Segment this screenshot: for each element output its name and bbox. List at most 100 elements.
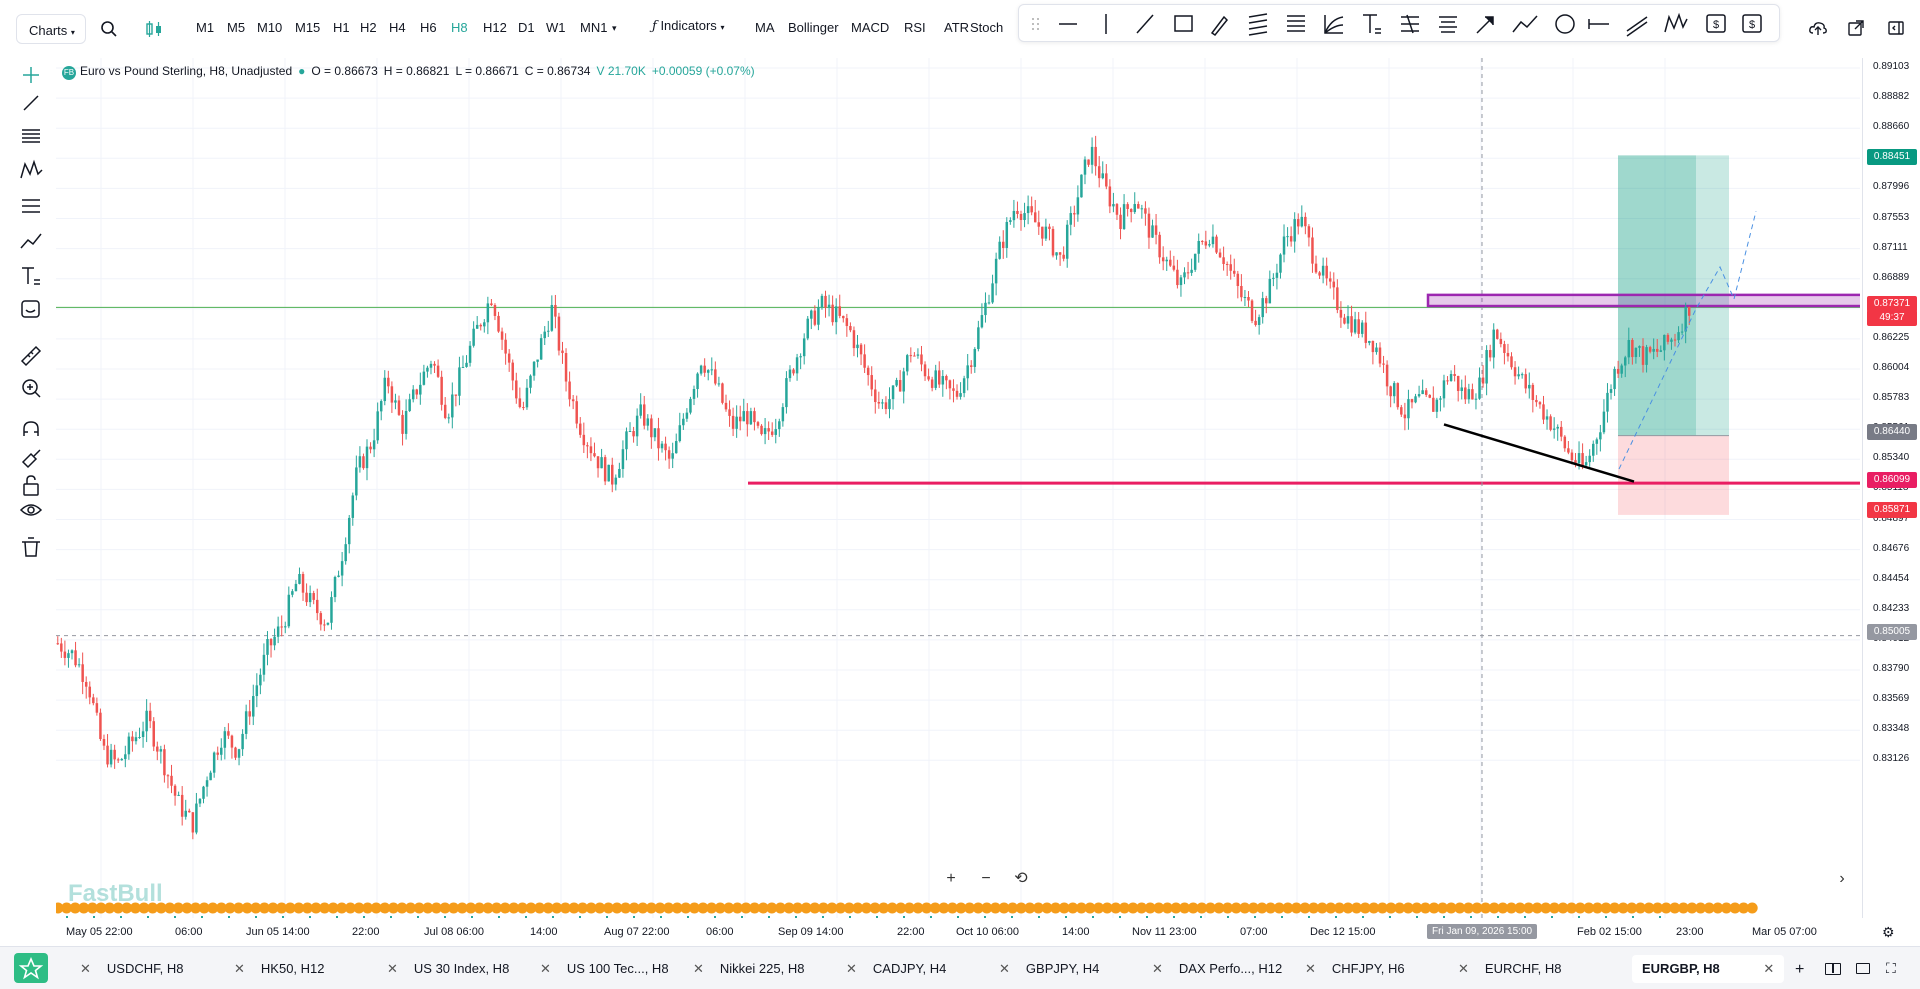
collapse-panel-icon[interactable] (1886, 18, 1906, 38)
settings-gear-icon[interactable]: ⚙ (1882, 924, 1895, 940)
indicator-rsi[interactable]: RSI (904, 20, 926, 35)
candle-body (1140, 208, 1144, 210)
symbol-title[interactable]: Euro vs Pound Sterling, H8, Unadjusted (80, 64, 293, 78)
timeframe-m5[interactable]: M5 (227, 20, 246, 35)
zoom-in-icon[interactable] (22, 379, 41, 398)
scroll-right-icon[interactable]: › (1839, 870, 1845, 887)
candle-body (1428, 394, 1431, 398)
close-tab-icon[interactable]: ✕ (540, 961, 551, 976)
channel-icon[interactable] (22, 199, 40, 213)
close-tab-icon[interactable]: ✕ (846, 961, 857, 976)
close-tab-icon[interactable]: ✕ (234, 961, 245, 976)
close-tab-icon[interactable]: ✕ (693, 961, 704, 976)
zoom-in-button[interactable]: + (946, 870, 956, 887)
price-axis[interactable]: 0.891030.888820.886600.882170.879960.875… (1862, 58, 1920, 918)
candle-body (678, 425, 682, 442)
drawing-tools-icons[interactable]: $ $ (1019, 5, 1781, 43)
timeframe-m1[interactable]: M1 (196, 20, 215, 35)
event-marker-icon (465, 902, 477, 914)
trash-icon[interactable] (22, 537, 40, 557)
timeframe-h2[interactable]: H2 (360, 20, 377, 35)
magnet-icon[interactable] (23, 421, 39, 436)
candle-body (564, 353, 568, 382)
close-tab-icon[interactable]: ✕ (80, 961, 91, 976)
chevron-down-icon: ▾ (70, 28, 75, 37)
indicator-macd[interactable]: MACD (851, 20, 890, 35)
cloud-upload-icon[interactable] (1808, 18, 1828, 38)
event-marker-icon (1402, 902, 1414, 914)
event-marker-icon (783, 902, 795, 914)
share-icon[interactable] (1846, 18, 1866, 38)
horizontal-lines-icon[interactable] (22, 129, 40, 143)
candle-body (237, 749, 241, 758)
more-timeframes-chevron-icon[interactable]: ▾ (612, 23, 617, 33)
emoji-icon[interactable] (21, 300, 40, 318)
trend-line-icon[interactable] (23, 95, 39, 111)
symbol-tab[interactable]: ✕ EURCHF, H8 (1458, 955, 1561, 983)
crosshair-icon[interactable] (23, 67, 39, 83)
timeframe-h8[interactable]: H8 (451, 20, 468, 35)
event-marker-icon (1273, 902, 1285, 914)
zoom-out-button[interactable]: − (981, 870, 991, 887)
indicator-atr[interactable]: ATR (944, 20, 970, 35)
forecast-icon[interactable] (20, 233, 42, 249)
symbol-tab[interactable]: ✕ CADJPY, H4 (846, 955, 946, 983)
symbol-tab[interactable]: ✕ USDCHF, H8 (80, 955, 183, 983)
text-icon[interactable] (22, 267, 40, 285)
timeframe-w1[interactable]: W1 (546, 20, 566, 35)
symbol-tab[interactable]: ✕ US 30 Index, H8 (387, 955, 509, 983)
event-marker-icon (327, 902, 339, 914)
close-tab-icon[interactable]: ✕ (1458, 961, 1469, 976)
candle-body (692, 389, 696, 399)
timeframe-h1[interactable]: H1 (333, 20, 350, 35)
candle-type-icon[interactable] (144, 19, 164, 39)
reset-icon[interactable]: ⟲ (1014, 870, 1028, 887)
symbol-tab[interactable]: ✕ HK50, H12 (234, 955, 325, 983)
candle-body (1311, 237, 1314, 264)
paint-brush-icon[interactable] (21, 449, 41, 469)
close-tab-icon[interactable]: ✕ (1305, 961, 1316, 976)
candle-body (1652, 348, 1655, 352)
symbol-tab[interactable]: ✕ Nikkei 225, H8 (693, 955, 804, 983)
close-tab-icon[interactable]: ✕ (387, 961, 398, 976)
timeframe-m15[interactable]: M15 (295, 20, 321, 35)
candle-body (347, 517, 351, 545)
indicator-ma[interactable]: MA (755, 20, 775, 35)
timeframe-m10[interactable]: M10 (257, 20, 283, 35)
indicators-button[interactable]: ƒ Indicators ▾ (652, 18, 724, 34)
timeframe-mn1[interactable]: MN1 (580, 20, 608, 35)
charts-menu-button[interactable]: Charts ▾ (16, 14, 86, 44)
price-chart[interactable] (52, 58, 1910, 918)
layout-split-icon[interactable] (1825, 963, 1841, 975)
timeframe-h6[interactable]: H6 (420, 20, 437, 35)
symbol-tab[interactable]: ✕ US 100 Tec..., H8 (540, 955, 669, 983)
event-marker-icon (516, 902, 528, 914)
add-tab-icon[interactable]: + (1795, 961, 1805, 978)
indicator-bollinger[interactable]: Bollinger (788, 20, 839, 35)
candle-body (1325, 265, 1328, 279)
event-marker-icon (1161, 902, 1173, 914)
chart-canvas[interactable] (52, 58, 1910, 918)
candle-body (84, 681, 88, 687)
timeframe-h12[interactable]: H12 (483, 20, 507, 35)
close-tab-icon[interactable]: ✕ (1152, 961, 1163, 976)
window-icon[interactable] (1856, 963, 1870, 974)
indicator-stoch[interactable]: Stoch (970, 20, 1004, 35)
eye-icon[interactable] (19, 504, 43, 516)
ruler-icon[interactable] (20, 345, 42, 367)
symbol-tab[interactable]: ✕ CHFJPY, H6 (1305, 955, 1405, 983)
search-icon[interactable] (100, 20, 118, 38)
lock-icon[interactable] (23, 475, 39, 496)
symbol-tab[interactable]: ✕ DAX Perfo..., H12 (1152, 955, 1282, 983)
pattern-icon[interactable] (20, 159, 43, 179)
timeframe-d1[interactable]: D1 (518, 20, 535, 35)
favorites-star-button[interactable] (14, 953, 48, 983)
fullscreen-icon[interactable]: ⛶ (1886, 960, 1896, 976)
symbol-tab[interactable]: EURGBP, H8 ✕ (1632, 955, 1785, 983)
candle-body (1233, 270, 1236, 274)
close-tab-icon[interactable]: ✕ (999, 961, 1010, 976)
candle-body (870, 375, 873, 390)
symbol-tab[interactable]: ✕ GBPJPY, H4 (999, 955, 1099, 983)
timeframe-h4[interactable]: H4 (389, 20, 406, 35)
close-tab-icon[interactable]: ✕ (1759, 961, 1775, 976)
